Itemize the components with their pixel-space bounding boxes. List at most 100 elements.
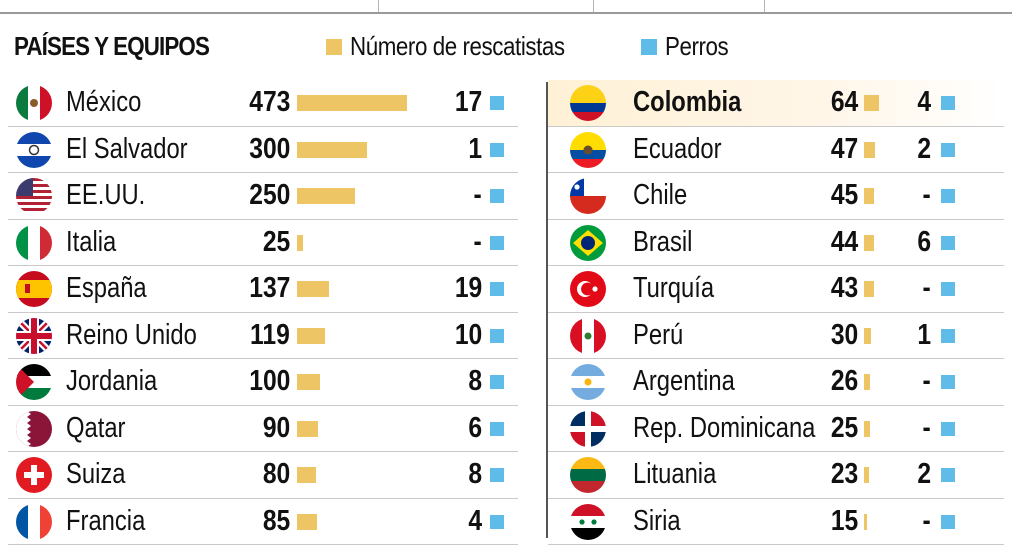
dogs-marker [941, 236, 955, 250]
rescuers-bar [864, 281, 874, 297]
rescuers-bar [297, 281, 329, 297]
rescuers-value: 473 [249, 86, 290, 119]
table-row: Perú 30 1 [548, 313, 1004, 360]
dogs-marker [941, 468, 955, 482]
dogs-value: 10 [455, 319, 482, 352]
rescuers-value: 85 [263, 505, 290, 538]
country-name: Argentina [633, 365, 735, 398]
dogs-marker [941, 422, 955, 436]
chile-flag-icon [570, 178, 606, 214]
rescuers-value: 250 [249, 179, 290, 212]
dogs-marker [941, 282, 955, 296]
rescuers-bar [864, 467, 869, 483]
brazil-flag-icon [570, 225, 606, 261]
rescuers-bar [864, 235, 874, 251]
country-name: Suiza [66, 458, 125, 491]
dogs-marker [490, 422, 504, 436]
dogs-value: - [923, 272, 931, 305]
lithuania-flag-icon [570, 457, 606, 493]
dogs-value: 17 [455, 86, 482, 119]
qatar-flag-icon [16, 411, 52, 447]
colombia-flag-icon [570, 85, 606, 121]
country-name: Francia [66, 505, 145, 538]
dogs-marker [490, 143, 504, 157]
dogs-value: 19 [455, 272, 482, 305]
rescuers-value: 26 [831, 365, 858, 398]
dogs-value: 8 [468, 458, 482, 491]
el-salvador-flag-icon [16, 132, 52, 168]
dogs-marker [490, 329, 504, 343]
dogs-marker [941, 329, 955, 343]
rescuers-bar [297, 95, 407, 111]
rescuers-value: 15 [831, 505, 858, 538]
dogs-value: 1 [468, 133, 482, 166]
country-name: El Salvador [66, 133, 188, 166]
rescuers-value: 44 [831, 226, 858, 259]
rescuers-bar [297, 514, 317, 530]
rescuers-value: 137 [249, 272, 290, 305]
rescuers-value: 25 [831, 412, 858, 445]
dogs-value: - [923, 505, 931, 538]
dogs-value: - [923, 365, 931, 398]
rescuers-bar [864, 374, 870, 390]
dogs-marker [941, 515, 955, 529]
rescuers-value: 80 [263, 458, 290, 491]
rescuers-value: 30 [831, 319, 858, 352]
rescuers-bar [864, 514, 867, 530]
dogs-value: - [923, 412, 931, 445]
country-name: Rep. Dominicana [633, 412, 815, 445]
dogs-value: 6 [468, 412, 482, 445]
italy-flag-icon [16, 225, 52, 261]
country-name: Perú [633, 319, 683, 352]
dogs-marker [490, 236, 504, 250]
legend-item-dogs: Perros [641, 31, 739, 62]
country-name: México [66, 86, 141, 119]
country-name: Jordania [66, 365, 157, 398]
switzerland-flag-icon [16, 457, 52, 493]
rescuers-bar [297, 142, 367, 158]
rescuers-value: 300 [249, 133, 290, 166]
rescuers-value: 119 [250, 319, 290, 352]
dogs-value: - [474, 226, 482, 259]
chart-title: PAÍSES Y EQUIPOS [14, 31, 209, 62]
legend-swatch-dogs [641, 39, 657, 55]
usa-flag-icon [16, 178, 52, 214]
country-name: Lituania [633, 458, 716, 491]
rescuers-value: 45 [831, 179, 858, 212]
rescuers-bar [864, 188, 874, 204]
rescuers-bar [864, 328, 871, 344]
rescuers-value: 100 [249, 365, 290, 398]
country-name: Chile [633, 179, 687, 212]
jordan-flag-icon [16, 364, 52, 400]
country-name: Italia [66, 226, 116, 259]
dogs-marker [490, 96, 504, 110]
top-tick [764, 0, 765, 12]
ecuador-flag-icon [570, 132, 606, 168]
dogs-value: 2 [917, 458, 931, 491]
dogs-marker [490, 282, 504, 296]
turkey-flag-icon [570, 271, 606, 307]
top-tick [378, 0, 379, 12]
rescuers-value: 64 [831, 86, 858, 119]
country-name: Qatar [66, 412, 125, 445]
rescuers-bar [864, 142, 875, 158]
table-row: El Salvador 300 1 [8, 127, 518, 174]
argentina-flag-icon [570, 364, 606, 400]
rescuers-bar [297, 374, 320, 390]
legend-item-rescuers: Número de rescatistas [326, 31, 600, 62]
chart-header: PAÍSES Y EQUIPOS Número de rescatistas P… [14, 28, 1014, 64]
dogs-value: 1 [917, 319, 931, 352]
dogs-marker [941, 375, 955, 389]
rescuers-value: 23 [831, 458, 858, 491]
country-name: Turquía [633, 272, 714, 305]
dogs-value: 6 [917, 226, 931, 259]
